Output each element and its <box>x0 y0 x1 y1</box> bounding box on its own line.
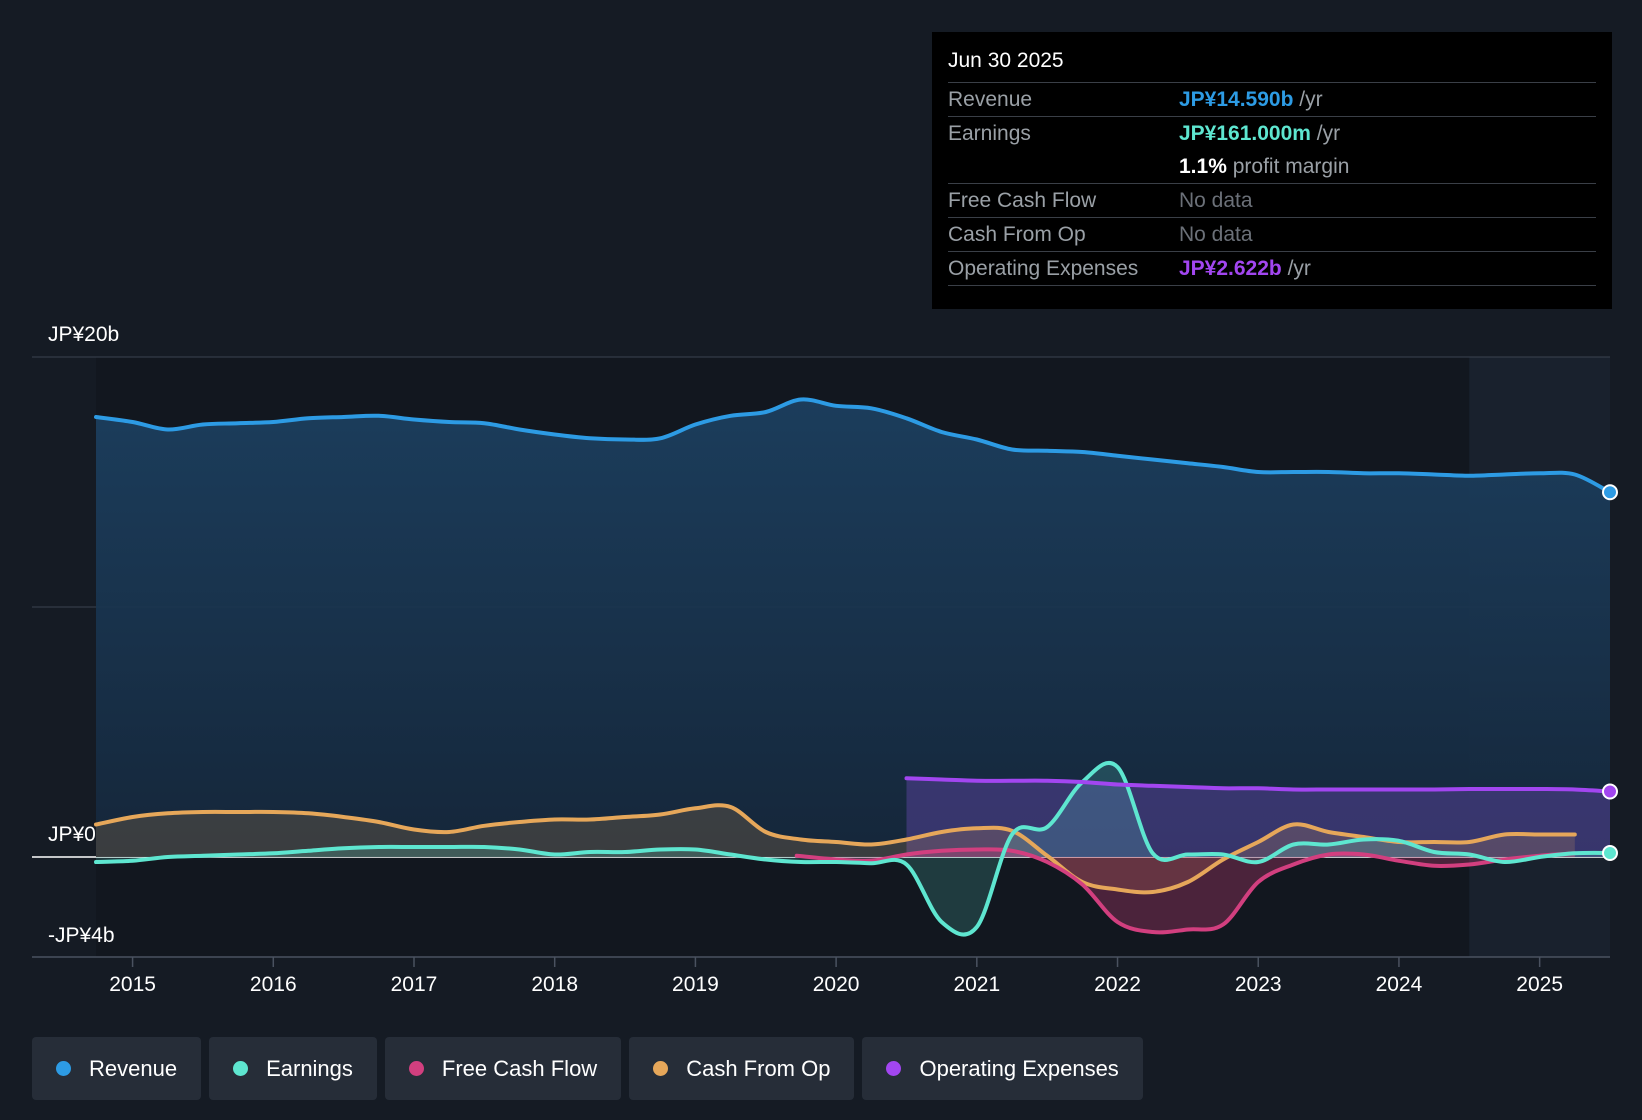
tooltip-row-operating-expenses: Operating Expenses JP¥2.622b /yr <box>948 251 1596 286</box>
revenue-dot-icon <box>56 1061 71 1076</box>
series-lines <box>94 397 1618 937</box>
tooltip-cfo-label: Cash From Op <box>948 222 1086 246</box>
line-free-cash-flow <box>794 847 1577 935</box>
tooltip-profit-margin-unit: profit margin <box>1232 154 1350 178</box>
operating-expenses-dot-icon <box>886 1061 902 1076</box>
y-axis-labels: JP¥20b JP¥0 -JP¥4b <box>48 323 119 947</box>
tooltip-row-free-cash-flow: Free Cash Flow No data <box>948 183 1596 217</box>
legend-label-revenue: Revenue <box>89 1055 178 1081</box>
legend-label-cash-from-op: Cash From Op <box>686 1055 831 1081</box>
x-tick-label-2019: 2019 <box>672 973 719 996</box>
tooltip-row-earnings: Earnings JP¥161.000m /yr <box>948 116 1596 150</box>
marker-operating-expenses <box>1602 783 1618 800</box>
x-tick-label-2016: 2016 <box>250 973 297 996</box>
x-tick-label-2017: 2017 <box>391 973 438 996</box>
tooltip-fcf-value: No data <box>1179 188 1253 212</box>
legend: Revenue Earnings Free Cash Flow Cash Fro… <box>32 1037 1143 1100</box>
area-free-cash-flow <box>796 849 1575 933</box>
earnings-dot-icon <box>233 1061 249 1076</box>
legend-label-free-cash-flow: Free Cash Flow <box>441 1055 598 1081</box>
marker-earnings <box>1602 845 1618 861</box>
x-tick-label-2024: 2024 <box>1376 973 1423 996</box>
tooltip-opex-value: JP¥2.622b <box>1179 256 1282 280</box>
x-tick-label-2023: 2023 <box>1235 973 1282 996</box>
legend-label-earnings: Earnings <box>266 1055 353 1081</box>
tooltip-opex-label: Operating Expenses <box>948 256 1139 280</box>
tooltip-date: Jun 30 2025 <box>948 49 1064 72</box>
tooltip-row-cash-from-op: Cash From Op No data <box>948 217 1596 251</box>
marker-revenue <box>1602 484 1618 501</box>
tooltip-revenue-value: JP¥14.590b <box>1179 87 1294 111</box>
tooltip-earnings-unit: /yr <box>1316 121 1341 145</box>
tooltip-opex-unit: /yr <box>1287 256 1311 280</box>
x-tick-label-2022: 2022 <box>1094 973 1141 996</box>
x-tick-label-2021: 2021 <box>953 973 1000 996</box>
tooltip-revenue-unit: /yr <box>1299 87 1323 111</box>
x-tick-label-2020: 2020 <box>813 973 860 996</box>
x-axis: 2015 2016 2017 2018 2019 2020 2021 2022 2023 2024… <box>32 956 1610 996</box>
x-tick-label-2025: 2025 <box>1516 973 1563 996</box>
legend-label-operating-expenses: Operating Expenses <box>919 1055 1119 1081</box>
legend-item-cash-from-op[interactable]: Cash From Op <box>629 1037 855 1100</box>
tooltip-revenue-label: Revenue <box>948 87 1033 111</box>
area-revenue <box>96 399 1610 857</box>
y-tick-label-2: -JP¥4b <box>48 924 115 947</box>
tooltip-fcf-label: Free Cash Flow <box>948 188 1097 212</box>
y-tick-label-0: JP¥20b <box>48 323 119 346</box>
legend-item-revenue[interactable]: Revenue <box>32 1037 202 1100</box>
series-areas <box>96 399 1610 935</box>
tooltip-cfo-value: No data <box>1179 222 1253 246</box>
y-tick-label-1: JP¥0 <box>48 823 96 846</box>
legend-item-operating-expenses[interactable]: Operating Expenses <box>862 1037 1143 1100</box>
line-revenue <box>94 397 1612 495</box>
tooltip-panel: Jun 30 2025 Revenue JP¥14.590b /yr Earni… <box>932 32 1612 309</box>
tooltip-profit-margin-value: 1.1% <box>1179 154 1227 178</box>
cash-from-op-dot-icon <box>653 1061 669 1076</box>
line-cash-from-op <box>94 803 1577 895</box>
legend-item-earnings[interactable]: Earnings <box>209 1037 377 1100</box>
tooltip-row-revenue: Revenue JP¥14.590b /yr <box>948 82 1596 116</box>
x-tick-label-2015: 2015 <box>109 973 156 996</box>
line-operating-expenses <box>904 776 1612 794</box>
x-tick-label-2018: 2018 <box>531 973 578 996</box>
line-earnings <box>94 760 1612 937</box>
tooltip-earnings-value: JP¥161.000m <box>1179 121 1311 145</box>
area-operating-expenses <box>906 778 1610 857</box>
free-cash-flow-dot-icon <box>408 1061 424 1076</box>
tooltip-row-profit-margin: 1.1% profit margin <box>948 150 1596 183</box>
legend-item-free-cash-flow[interactable]: Free Cash Flow <box>384 1037 622 1100</box>
tooltip-earnings-label: Earnings <box>948 121 1031 145</box>
